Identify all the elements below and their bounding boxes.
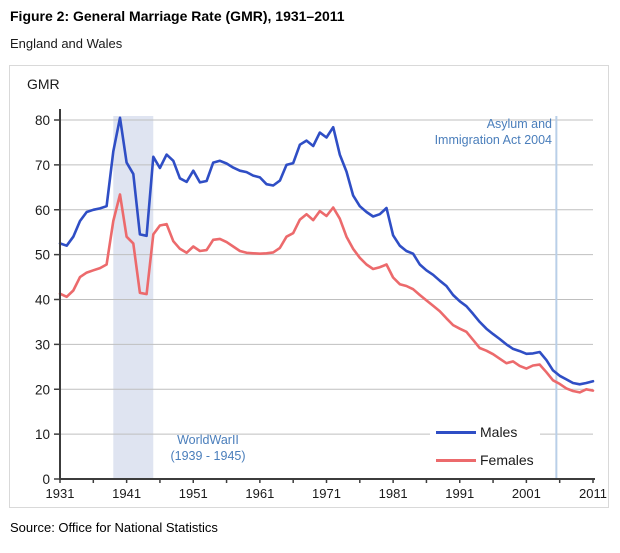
legend-label-females: Females xyxy=(480,452,534,468)
chart-area: 0 10 20 30 40 50 60 70 80 1931 1941 1951 1961 1971 198… xyxy=(9,65,609,508)
females-line-swatch xyxy=(436,458,476,462)
females-line xyxy=(58,193,595,394)
act-annotation-line1: Asylum and xyxy=(486,117,552,131)
y-tick-label: 70 xyxy=(35,158,50,173)
x-tick-label: 1991 xyxy=(445,486,474,501)
legend-item-males: Males xyxy=(436,418,534,446)
x-tick-label: 1981 xyxy=(379,486,408,501)
y-tick-label: 0 xyxy=(42,472,50,487)
source-note: Source: Office for National Statistics xyxy=(10,520,218,535)
x-tick-label: 1961 xyxy=(245,486,274,501)
x-tick-label: 1931 xyxy=(46,486,75,501)
y-tick-label: 10 xyxy=(35,427,50,442)
y-tick-label: 60 xyxy=(35,203,50,218)
y-tick-label: 40 xyxy=(35,293,50,308)
act-2004-annotation: Asylum and Immigration Act 2004 xyxy=(392,116,552,148)
act-annotation-line2: Immigration Act 2004 xyxy=(434,133,552,147)
y-tick-label: 30 xyxy=(35,337,50,352)
ww2-annotation-line2: (1939 - 1945) xyxy=(170,449,246,463)
y-axis-title: GMR xyxy=(27,76,60,92)
x-tick-label: 1971 xyxy=(312,486,341,501)
chart-title: Figure 2: General Marriage Rate (GMR), 1… xyxy=(10,8,345,24)
report-header: Figure 2: General Marriage Rate (GMR), 1… xyxy=(0,0,620,51)
y-tick-label: 20 xyxy=(35,382,50,397)
legend-item-females: Females xyxy=(436,446,534,474)
ww2-annotation-line1: WorldWarII xyxy=(177,433,239,447)
x-tick-label: 1941 xyxy=(112,486,141,501)
y-tick-label: 80 xyxy=(35,113,50,128)
x-tick-label: 2011 xyxy=(579,486,607,501)
marriage-rate-chart: 0 10 20 30 40 50 60 70 80 1931 1941 1951 1961 1971 198… xyxy=(35,109,607,501)
ww2-band xyxy=(113,116,154,479)
legend-label-males: Males xyxy=(480,424,518,440)
legend: Males Females xyxy=(430,416,540,478)
y-tick-label: 50 xyxy=(35,248,50,263)
x-tick-label: 1951 xyxy=(179,486,208,501)
x-tick-label: 2001 xyxy=(512,486,541,501)
males-line-swatch xyxy=(436,430,476,434)
males-line xyxy=(58,116,595,386)
ww2-annotation: WorldWarII (1939 - 1945) xyxy=(138,432,278,464)
chart-subtitle: England and Wales xyxy=(10,36,123,51)
